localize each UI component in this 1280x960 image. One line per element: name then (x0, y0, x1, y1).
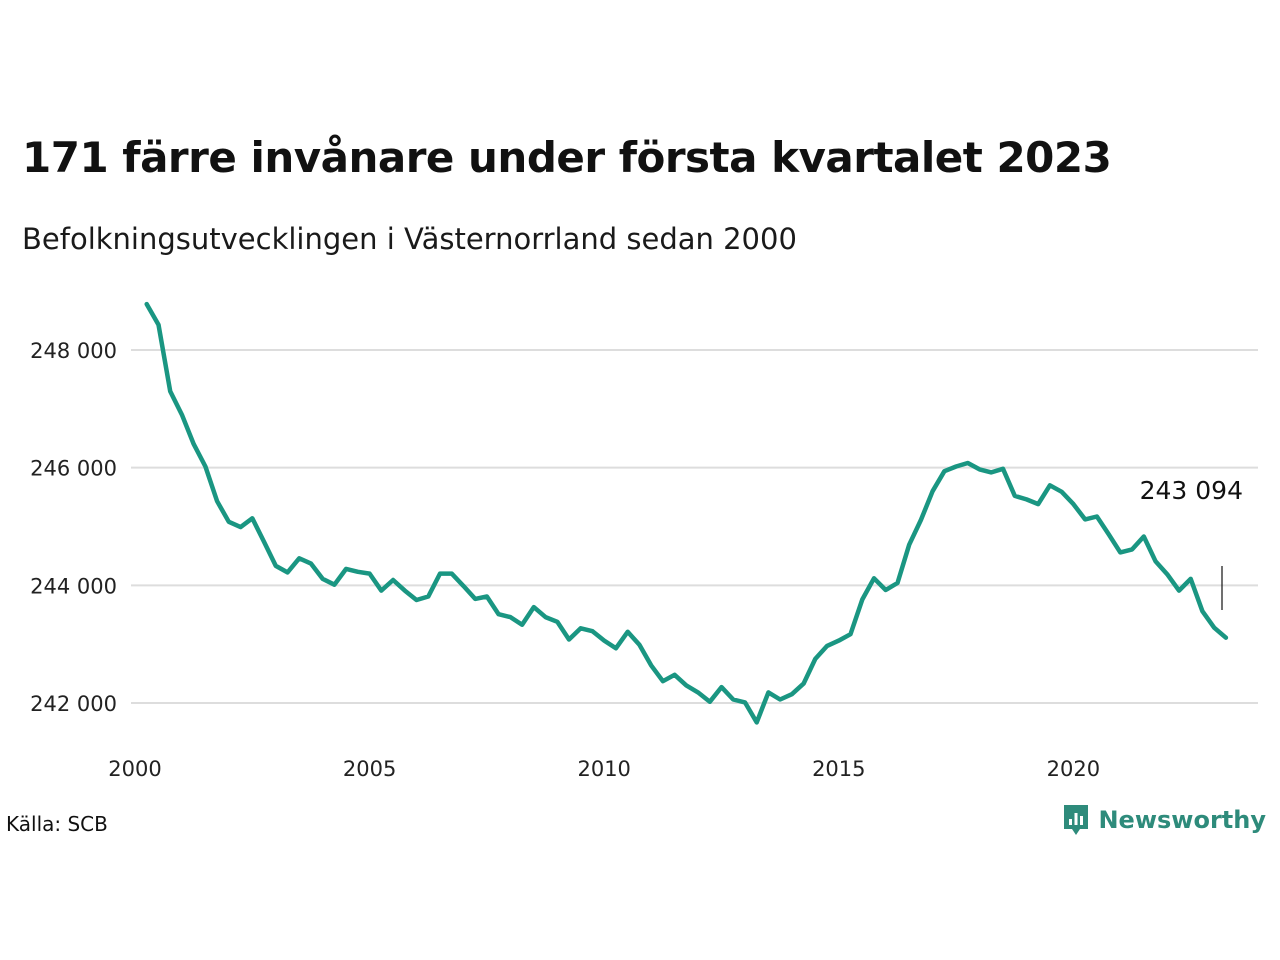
x-tick-label: 2005 (343, 757, 396, 781)
x-tick-label: 2015 (812, 757, 865, 781)
x-tick-label: 2020 (1047, 757, 1100, 781)
chart-subtitle: Befolkningsutvecklingen i Västernorrland… (22, 222, 797, 256)
x-tick-label: 2000 (108, 757, 161, 781)
x-axis: 2000 2005 2010 2015 2020 (108, 757, 1100, 781)
series-line (144, 301, 1229, 725)
gridlines (131, 349, 1258, 704)
x-tick-label: 2010 (577, 757, 630, 781)
source-note: Källa: SCB (6, 812, 108, 836)
end-value-label: 243 094 (1140, 476, 1243, 505)
y-tick-label: 244 000 (30, 574, 117, 598)
series (144, 301, 1229, 725)
y-tick-label: 248 000 (30, 339, 117, 363)
y-tick-label: 246 000 (30, 457, 117, 481)
annotations: 243 094 (1140, 476, 1243, 610)
y-axis: 242 000 244 000 246 000 248 000 (30, 339, 117, 716)
brand-logo: Newsworthy (1062, 803, 1266, 837)
brand-name: Newsworthy (1098, 806, 1266, 834)
chart-title: 171 färre invånare under första kvartale… (22, 133, 1112, 182)
y-tick-label: 242 000 (30, 692, 117, 716)
newsworthy-logo-icon (1064, 805, 1089, 835)
